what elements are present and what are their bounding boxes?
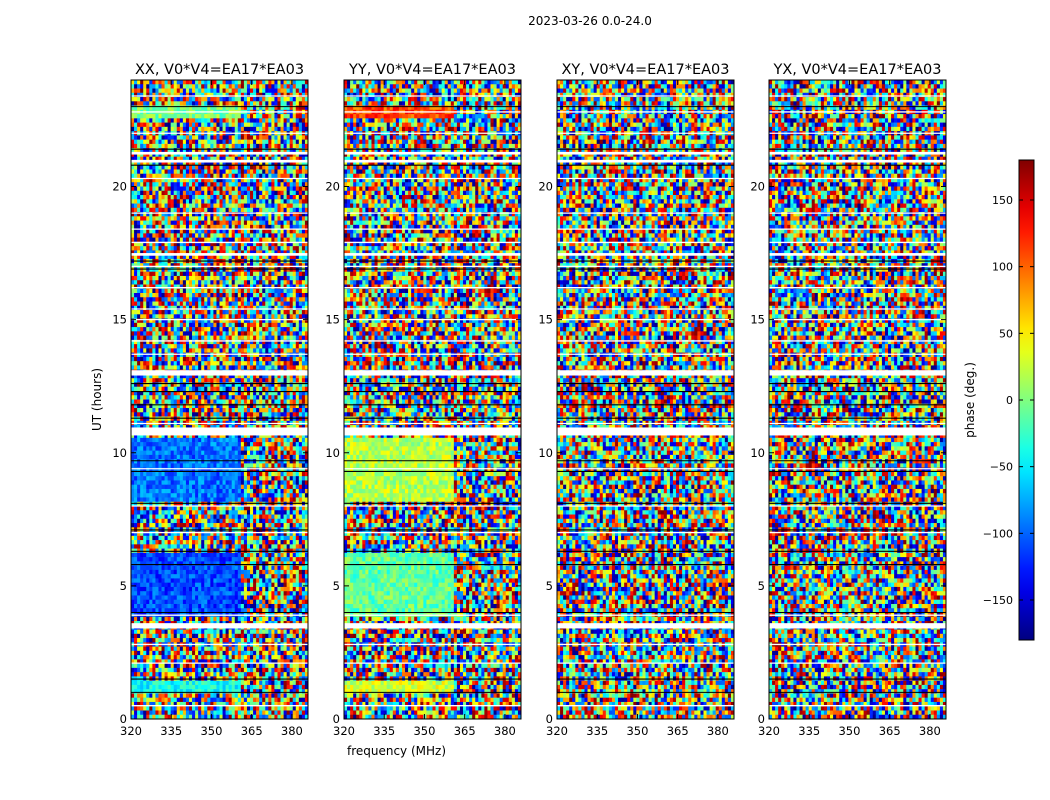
colorbar-tick-label: 150 (992, 194, 1013, 207)
x-tick-label: 365 (667, 724, 689, 738)
x-tick-label: 380 (919, 724, 941, 738)
x-tick-label: 380 (707, 724, 729, 738)
x-tick-label: 335 (586, 724, 608, 738)
y-tick-label: 0 (546, 712, 553, 726)
y-axis-label: UT (hours) (90, 368, 104, 431)
x-tick-label: 350 (838, 724, 860, 738)
y-tick-label: 15 (538, 313, 553, 327)
panel-title: XY, V0*V4=EA17*EA03 (561, 62, 729, 78)
x-tick-label: 350 (626, 724, 648, 738)
x-axis-label: frequency (MHz) (347, 744, 446, 758)
x-tick-label: 350 (200, 724, 222, 738)
y-tick-label: 20 (750, 180, 765, 194)
colorbar-tick-label: −50 (990, 461, 1013, 474)
x-tick-label: 320 (120, 724, 142, 738)
y-tick-label: 15 (325, 313, 340, 327)
y-tick-label: 20 (112, 180, 127, 194)
panel-yx: YX, V0*V4=EA17*EA03 320 335 350 365 380 0 5 10 15… (750, 62, 946, 738)
x-tick-label: 320 (758, 724, 780, 738)
y-tick-label: 0 (758, 712, 765, 726)
y-tick-label: 0 (333, 712, 340, 726)
x-tick-label: 380 (494, 724, 516, 738)
x-tick-label: 335 (160, 724, 182, 738)
colorbar: 150 100 50 0 −50 −100 −150 phase (deg.) (963, 160, 1034, 640)
panel-xx: XX, V0*V4=EA17*EA03 320 335 350 365 380 0 5 10 15… (90, 62, 308, 738)
y-tick-label: 5 (758, 579, 765, 593)
panel-title: YX, V0*V4=EA17*EA03 (772, 62, 941, 78)
y-tick-label: 10 (750, 446, 765, 460)
panel-xy: XY, V0*V4=EA17*EA03 320 335 350 365 380 0 5 10 15… (538, 62, 734, 738)
x-tick-label: 365 (879, 724, 901, 738)
colorbar-tick-label: 100 (992, 261, 1013, 274)
y-tick-label: 5 (120, 579, 127, 593)
x-tick-label: 320 (333, 724, 355, 738)
panel-title: YY, V0*V4=EA17*EA03 (348, 62, 516, 78)
x-tick-label: 335 (798, 724, 820, 738)
y-tick-label: 20 (325, 180, 340, 194)
y-tick-label: 15 (112, 313, 127, 327)
colorbar-label: phase (deg.) (963, 362, 977, 438)
y-tick-label: 10 (538, 446, 553, 460)
panel-title: XX, V0*V4=EA17*EA03 (135, 62, 304, 78)
colorbar-tick-label: 50 (999, 327, 1013, 340)
x-tick-label: 365 (241, 724, 263, 738)
x-tick-label: 380 (281, 724, 303, 738)
y-tick-label: 0 (120, 712, 127, 726)
x-tick-label: 350 (413, 724, 435, 738)
panel-yy: YY, V0*V4=EA17*EA03 320 335 350 365 380 0 5 10 15… (325, 62, 521, 758)
y-tick-label: 15 (750, 313, 765, 327)
x-tick-label: 365 (454, 724, 476, 738)
y-tick-label: 5 (333, 579, 340, 593)
y-tick-label: 10 (112, 446, 127, 460)
y-tick-label: 5 (546, 579, 553, 593)
colorbar-tick-label: 0 (1006, 394, 1013, 407)
x-tick-label: 320 (546, 724, 568, 738)
y-tick-label: 10 (325, 446, 340, 460)
colorbar-tick-label: −100 (983, 527, 1013, 540)
y-tick-label: 20 (538, 180, 553, 194)
x-tick-label: 335 (373, 724, 395, 738)
colorbar-tick-label: −150 (983, 594, 1013, 607)
